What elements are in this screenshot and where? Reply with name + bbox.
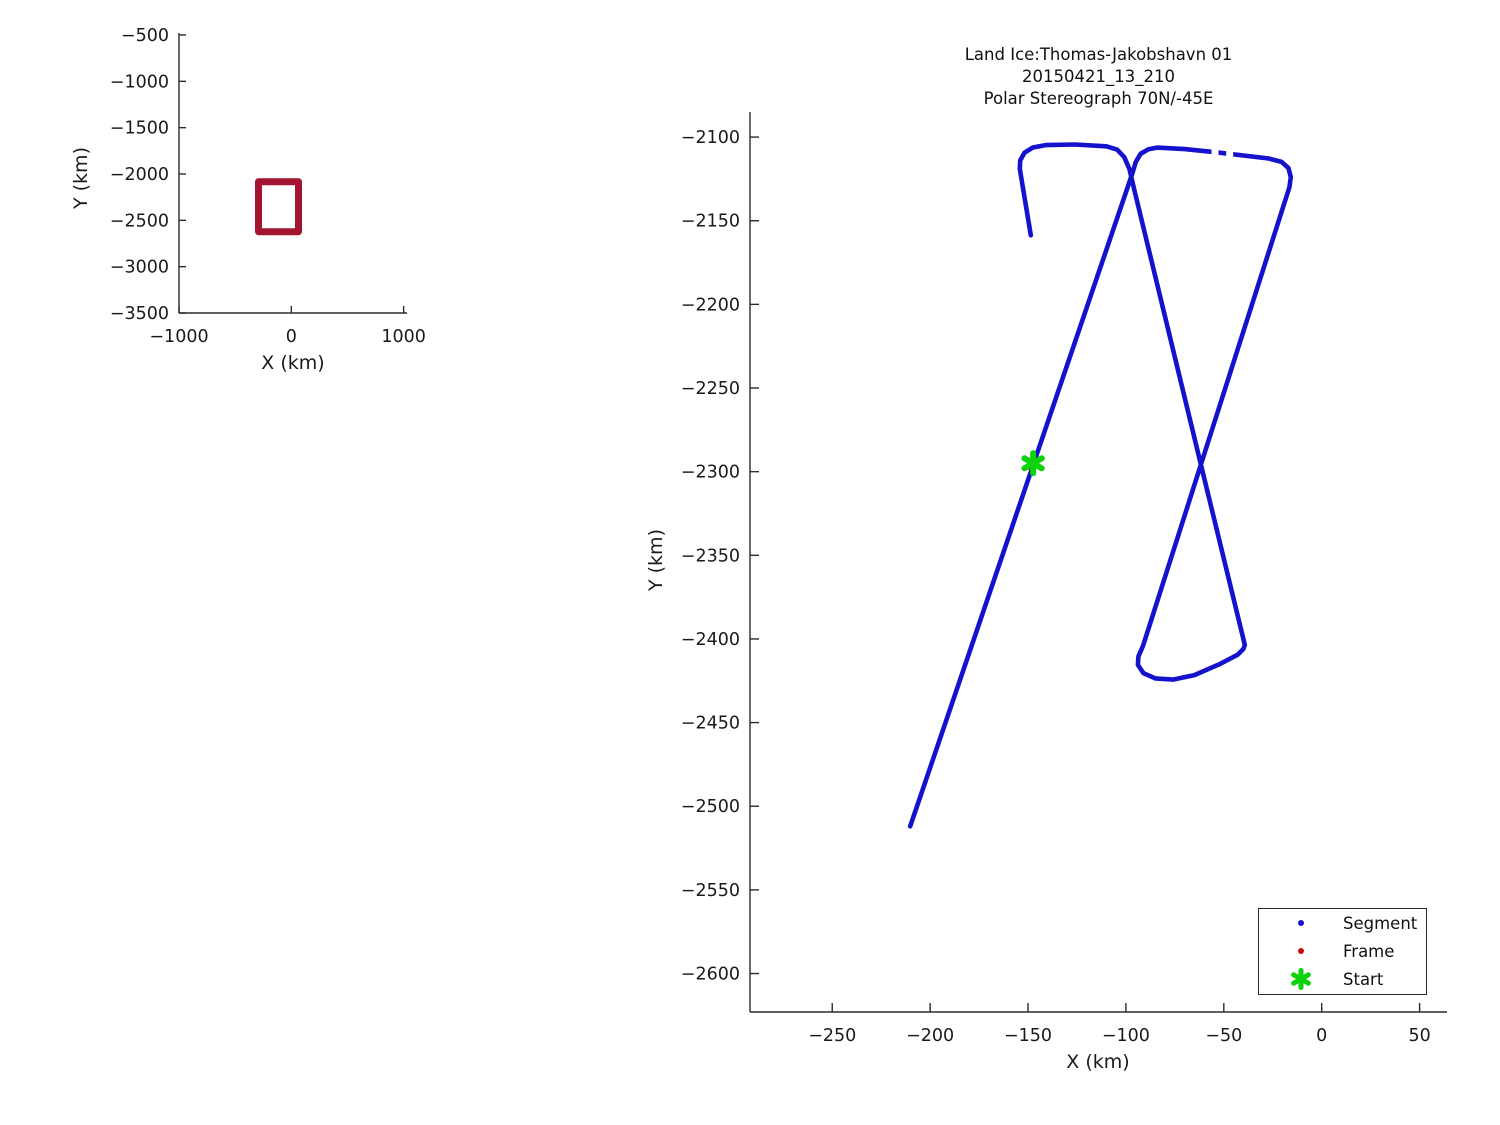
y-tick-label: −2250 — [681, 379, 740, 399]
x-tick-label: −200 — [906, 1026, 954, 1046]
x-tick-label: 0 — [1316, 1026, 1327, 1046]
flight-map-y-axis-label: Y (km) — [645, 529, 667, 591]
overview-x-axis-label: X (km) — [261, 352, 325, 374]
chart-title: Land Ice:Thomas-Jakobshavn 01 20150421_1… — [750, 44, 1447, 111]
x-tick-label: 0 — [286, 327, 297, 347]
title-line-3: Polar Stereograph 70N/-45E — [983, 89, 1214, 109]
legend-box: Segment Frame Start — [1258, 908, 1427, 995]
y-tick-label: −3000 — [110, 258, 169, 278]
frame-dot-icon — [1298, 948, 1304, 954]
x-tick-label: −50 — [1205, 1026, 1242, 1046]
y-tick-label: −2450 — [681, 714, 740, 734]
flight-map-x-axis-label: X (km) — [1066, 1051, 1130, 1073]
flight-map-plot: −250 −200 −150 −100 −50 0 50 −2100 −2150 −2200 −22… — [681, 112, 1447, 1046]
y-tick-label: −1000 — [110, 72, 169, 92]
x-tick-label: −150 — [1004, 1026, 1052, 1046]
overview-plot: −1000 0 1000 −500 −1000 −1500 −2000 −2500 −3000 −… — [110, 26, 426, 347]
legend-item-frame: Frame — [1259, 937, 1426, 965]
x-tick-label: −250 — [808, 1026, 856, 1046]
y-tick-label: −2600 — [681, 965, 740, 985]
segment-dot-icon — [1298, 920, 1304, 926]
y-tick-label: −2150 — [681, 212, 740, 232]
legend-label-segment: Segment — [1343, 913, 1418, 933]
Start-marker — [1021, 450, 1045, 477]
title-line-2: 20150421_13_210 — [1022, 67, 1175, 87]
x-tick-label: −1000 — [149, 327, 208, 347]
track-gap — [1211, 144, 1219, 161]
y-tick-label: −1500 — [110, 119, 169, 139]
legend-item-segment: Segment — [1259, 909, 1426, 937]
y-tick-label: −2350 — [681, 546, 740, 566]
title-line-1: Land Ice:Thomas-Jakobshavn 01 — [964, 45, 1233, 64]
x-tick-label: −100 — [1102, 1026, 1150, 1046]
legend-marker-cell — [1259, 948, 1343, 954]
flight-region-outline-path — [255, 178, 302, 236]
track-gap — [1226, 145, 1234, 162]
y-tick-label: −2500 — [110, 211, 169, 231]
y-tick-label: −2200 — [681, 295, 740, 315]
y-tick-label: −2550 — [681, 881, 740, 901]
Segment-path — [907, 142, 1294, 829]
y-tick-label: −500 — [121, 26, 169, 46]
overview-y-axis-label: Y (km) — [70, 147, 92, 209]
legend-label-start: Start — [1343, 969, 1384, 989]
legend-label-frame: Frame — [1343, 941, 1395, 961]
x-tick-label: 50 — [1408, 1026, 1430, 1046]
y-tick-label: −2500 — [681, 797, 740, 817]
legend-marker-cell — [1259, 920, 1343, 926]
y-tick-label: −2100 — [681, 128, 740, 148]
y-tick-label: −2000 — [110, 165, 169, 185]
y-tick-label: −3500 — [110, 304, 169, 324]
legend-item-start: Start — [1259, 965, 1426, 993]
legend-marker-cell — [1259, 968, 1343, 990]
y-tick-label: −2400 — [681, 630, 740, 650]
y-tick-label: −2300 — [681, 463, 740, 483]
x-tick-label: 1000 — [381, 327, 426, 347]
start-hexagram-icon — [1291, 968, 1311, 990]
